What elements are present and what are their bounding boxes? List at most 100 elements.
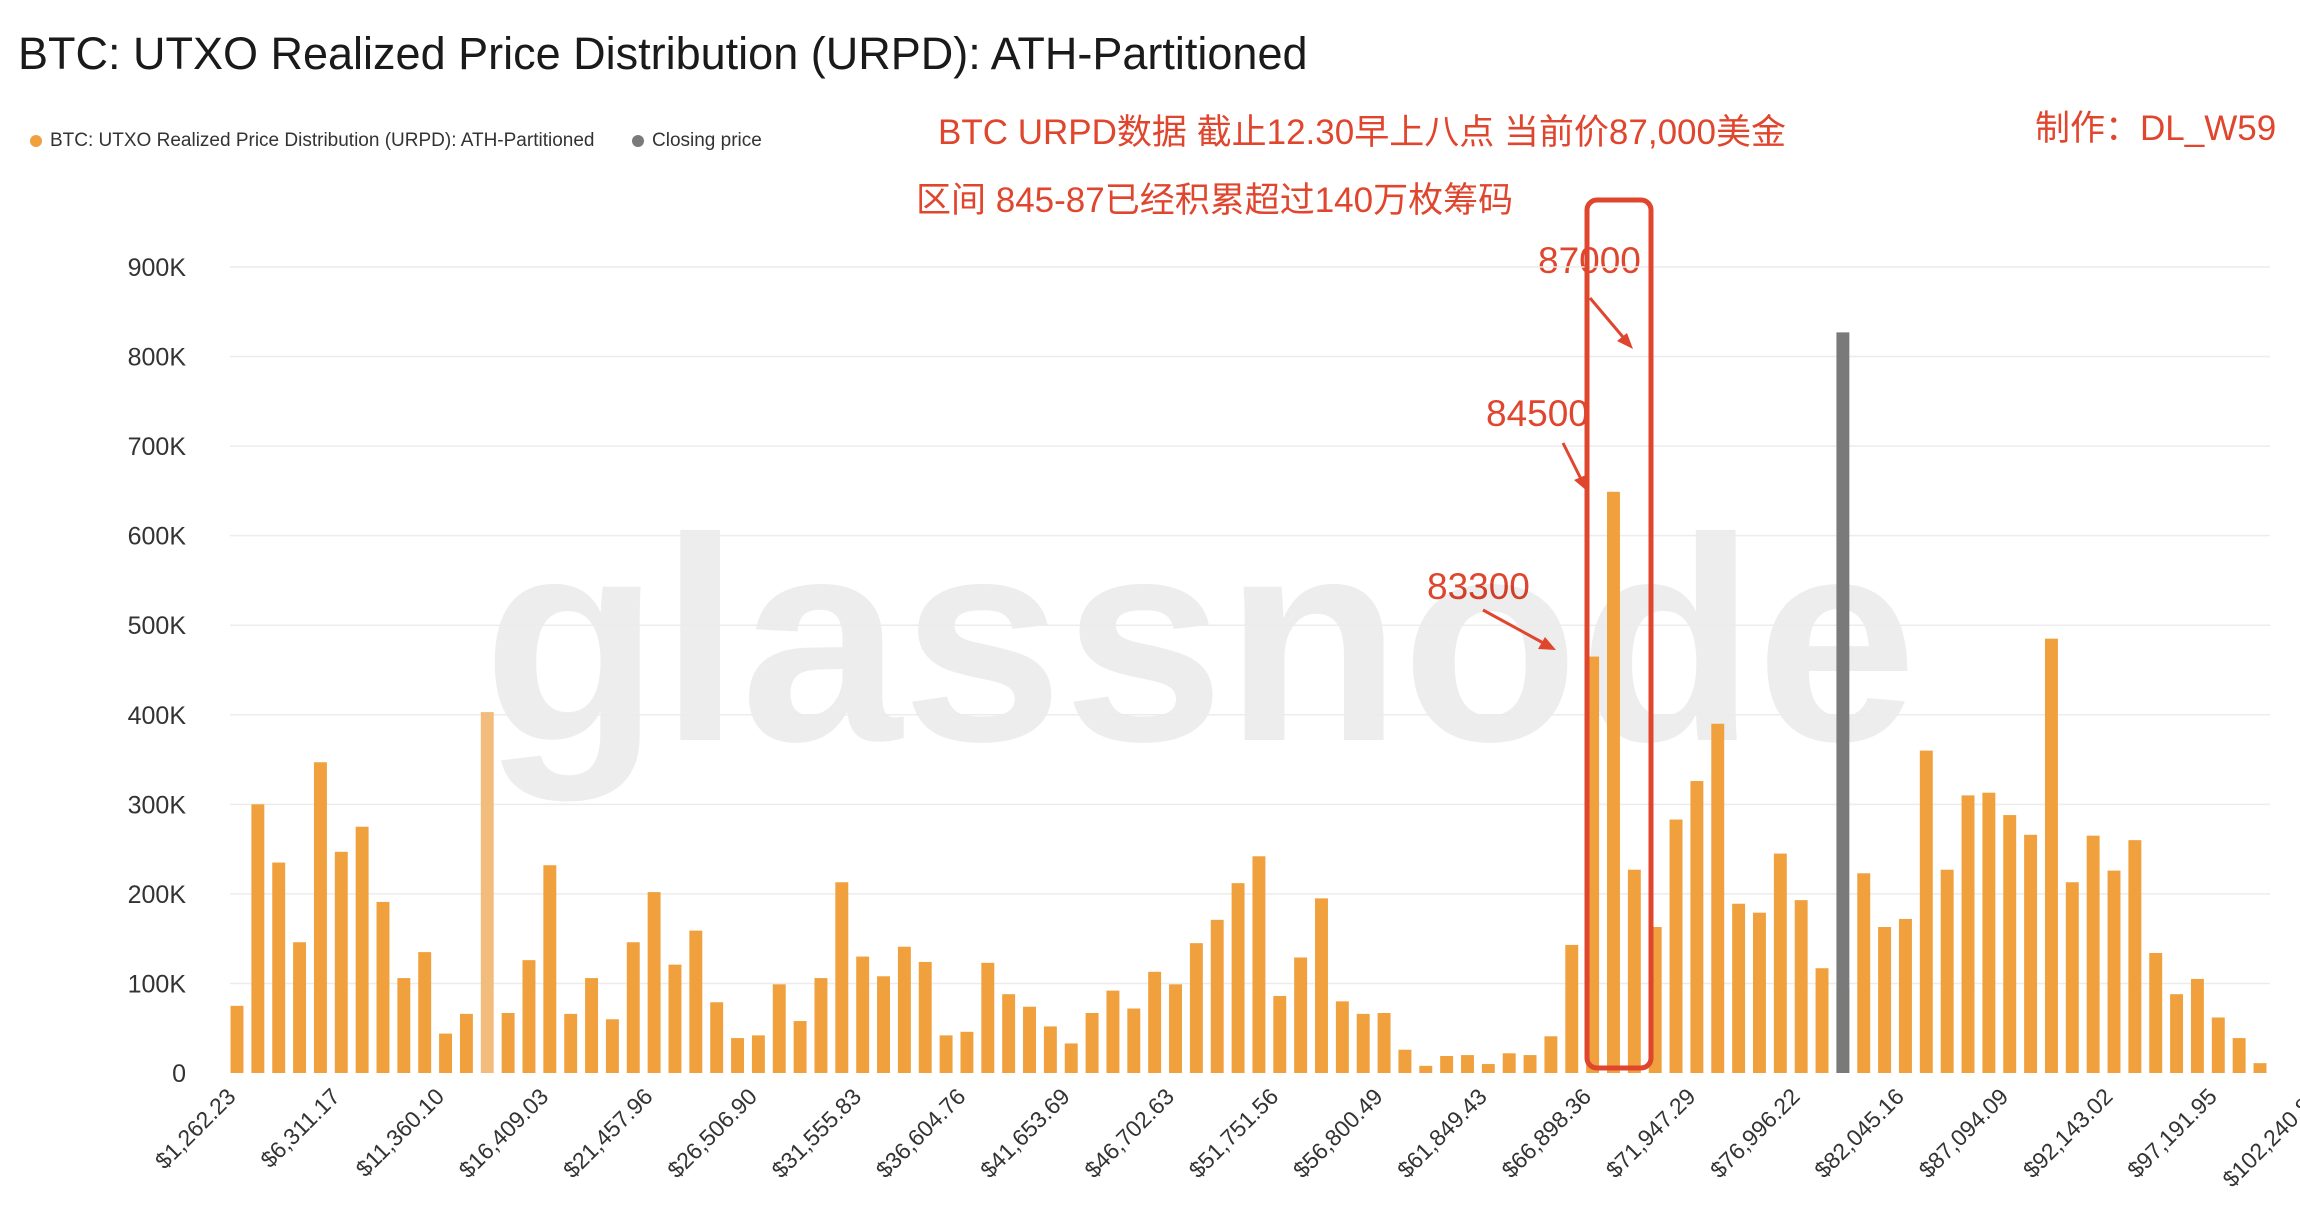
bar[interactable]: [1502, 1053, 1516, 1073]
bar[interactable]: [626, 942, 640, 1073]
legend-series[interactable]: BTC: UTXO Realized Price Distribution (U…: [30, 130, 594, 152]
bar[interactable]: [668, 964, 682, 1073]
bar[interactable]: [1565, 944, 1579, 1073]
closing-price-bar[interactable]: [1836, 332, 1850, 1073]
bar[interactable]: [418, 952, 432, 1073]
bar[interactable]: [1752, 912, 1766, 1073]
bar[interactable]: [689, 930, 703, 1073]
bar[interactable]: [647, 892, 661, 1073]
bar[interactable]: [1711, 723, 1725, 1073]
bar[interactable]: [939, 1035, 953, 1073]
bar[interactable]: [2003, 815, 2017, 1073]
bar[interactable]: [2170, 994, 2184, 1073]
bar[interactable]: [1189, 943, 1203, 1073]
bar[interactable]: [1106, 990, 1120, 1073]
bar[interactable]: [1919, 750, 1933, 1073]
bar[interactable]: [960, 1031, 974, 1073]
bar[interactable]: [1315, 898, 1328, 1073]
bar[interactable]: [1982, 792, 1996, 1073]
bar[interactable]: [1273, 995, 1287, 1073]
bar[interactable]: [376, 901, 390, 1073]
bar[interactable]: [272, 862, 286, 1073]
bar[interactable]: [1085, 1012, 1099, 1073]
bar[interactable]: [2107, 870, 2121, 1073]
bar[interactable]: [1002, 994, 1016, 1073]
bar[interactable]: [1440, 1055, 1454, 1073]
bar[interactable]: [355, 826, 369, 1073]
bar[interactable]: [1356, 1013, 1370, 1073]
bar[interactable]: [2065, 882, 2079, 1073]
bar[interactable]: [334, 851, 348, 1073]
bar[interactable]: [877, 976, 890, 1073]
bar[interactable]: [1210, 919, 1224, 1073]
bar[interactable]: [1335, 1001, 1349, 1073]
bar[interactable]: [230, 1005, 244, 1073]
bar[interactable]: [585, 978, 599, 1073]
bar[interactable]: [1064, 1043, 1078, 1073]
bar[interactable]: [981, 962, 995, 1073]
bar[interactable]: [543, 865, 557, 1073]
bar[interactable]: [2211, 1017, 2225, 1073]
bar[interactable]: [522, 960, 536, 1073]
bar[interactable]: [1690, 781, 1704, 1073]
bar[interactable]: [2253, 1063, 2267, 1073]
bar[interactable]: [1461, 1055, 1474, 1073]
bar[interactable]: [1148, 971, 1162, 1073]
bar[interactable]: [918, 961, 932, 1073]
bar[interactable]: [1127, 1008, 1141, 1073]
bar[interactable]: [397, 978, 411, 1073]
bar[interactable]: [1669, 819, 1683, 1073]
bar[interactable]: [2044, 638, 2058, 1073]
bar[interactable]: [1398, 1049, 1412, 1073]
legend-closing[interactable]: Closing price: [632, 130, 762, 152]
bar[interactable]: [1481, 1064, 1495, 1073]
bar[interactable]: [293, 942, 307, 1073]
bar[interactable]: [1607, 491, 1620, 1074]
bar[interactable]: [1294, 957, 1308, 1073]
bar[interactable]: [459, 1013, 473, 1073]
bar[interactable]: [1544, 1036, 1558, 1073]
bar[interactable]: [731, 1038, 745, 1073]
bar[interactable]: [2149, 952, 2163, 1073]
bar[interactable]: [772, 984, 786, 1073]
bar[interactable]: [1419, 1065, 1433, 1073]
bar[interactable]: [313, 762, 327, 1073]
bar[interactable]: [1898, 918, 1912, 1073]
bar[interactable]: [605, 1019, 619, 1073]
bar[interactable]: [835, 882, 849, 1073]
bar[interactable]: [564, 1013, 578, 1073]
bar[interactable]: [793, 1021, 807, 1073]
bar[interactable]: [2024, 834, 2038, 1073]
bar[interactable]: [814, 978, 828, 1073]
bar[interactable]: [897, 946, 911, 1073]
bar[interactable]: [1377, 1012, 1391, 1073]
bar[interactable]: [1252, 856, 1266, 1073]
bar[interactable]: [480, 712, 494, 1073]
bar[interactable]: [1961, 795, 1975, 1073]
bar[interactable]: [751, 1035, 765, 1073]
bar[interactable]: [1169, 984, 1182, 1073]
bar[interactable]: [1023, 1006, 1036, 1073]
bar[interactable]: [2190, 978, 2204, 1073]
x-tick-label: $97,191.95: [2122, 1083, 2222, 1183]
bar[interactable]: [710, 1002, 724, 1073]
bar[interactable]: [1523, 1055, 1537, 1073]
bar[interactable]: [1043, 1026, 1057, 1073]
bar[interactable]: [1878, 927, 1892, 1073]
bar[interactable]: [1794, 900, 1808, 1073]
bar[interactable]: [1857, 873, 1871, 1073]
bar[interactable]: [856, 956, 870, 1073]
bar[interactable]: [439, 1033, 453, 1073]
bar[interactable]: [1231, 883, 1245, 1073]
bar[interactable]: [1773, 853, 1787, 1073]
bar[interactable]: [1940, 869, 1954, 1073]
bar[interactable]: [2086, 835, 2100, 1073]
bar[interactable]: [2128, 840, 2142, 1073]
bar[interactable]: [2232, 1038, 2246, 1073]
bar[interactable]: [251, 804, 265, 1073]
bar[interactable]: [1627, 869, 1641, 1073]
bar[interactable]: [501, 1012, 515, 1073]
bar[interactable]: [1815, 968, 1829, 1073]
arrow-83300: [1482, 608, 1548, 647]
bar[interactable]: [1732, 903, 1746, 1073]
